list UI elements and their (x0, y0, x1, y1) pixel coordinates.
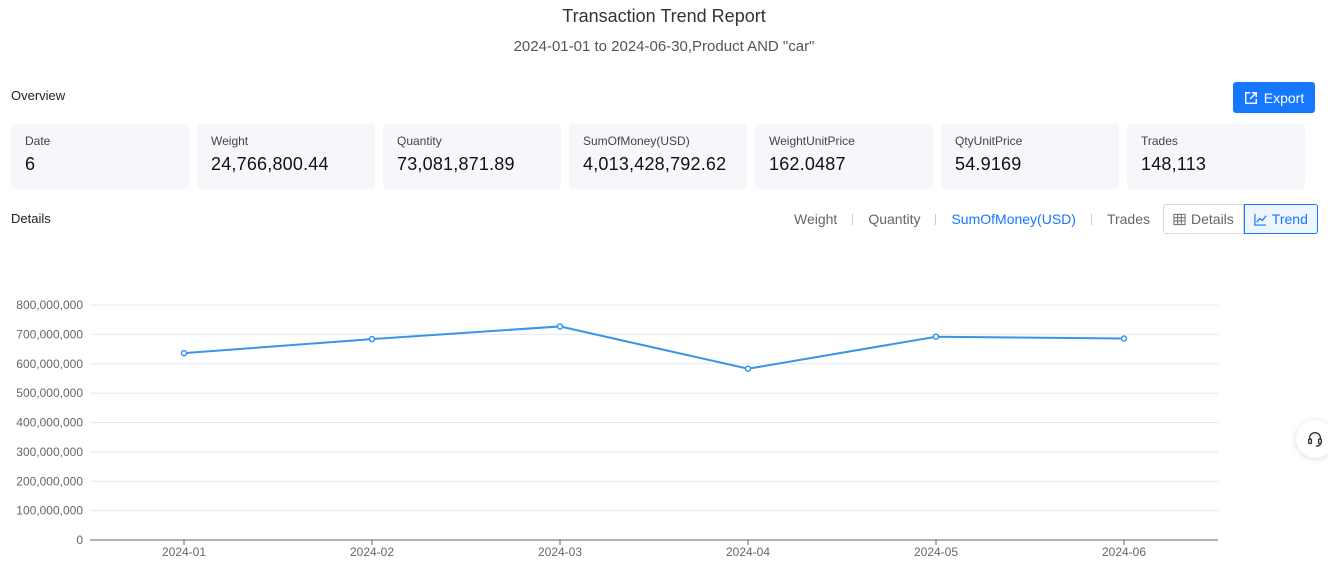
x-tick-label: 2024-06 (1102, 545, 1146, 559)
tab-divider (852, 213, 854, 225)
export-label: Export (1263, 89, 1305, 106)
card-value: 148,113 (1141, 154, 1207, 174)
customer-support-button[interactable] (1296, 420, 1328, 458)
data-point[interactable] (556, 323, 564, 330)
line-chart-icon (1254, 213, 1267, 226)
tab-quantity[interactable]: Quantity (868, 211, 921, 227)
y-tick-label: 800,000,000 (16, 298, 83, 312)
card-weight: Weight 24,766,800.44 (197, 124, 375, 189)
y-tick-label: 200,000,000 (16, 474, 83, 488)
y-tick-label: 500,000,000 (16, 386, 83, 400)
card-quantity: Quantity 73,081,871.89 (383, 124, 561, 189)
y-tick-label: 300,000,000 (16, 445, 83, 459)
table-icon (1173, 213, 1186, 225)
x-tick-label: 2024-03 (538, 545, 582, 559)
external-link-icon (1244, 91, 1257, 104)
card-value: 4,013,428,792.62 (583, 154, 727, 174)
tab-divider (1090, 213, 1092, 225)
trend-view-label: Trend (1271, 211, 1308, 227)
data-point[interactable] (744, 365, 752, 372)
trend-view-button[interactable]: Trend (1243, 204, 1318, 234)
card-value: 6 (25, 154, 36, 174)
metric-tabs: Weight Quantity SumOfMoney(USD) Trades (794, 211, 1150, 227)
card-trades: Trades 148,113 (1127, 124, 1305, 189)
card-value: 54.9169 (955, 154, 1022, 174)
data-point[interactable] (368, 335, 376, 343)
x-tick-label: 2024-04 (726, 545, 770, 559)
tab-divider (935, 213, 937, 225)
overview-label: Overview (11, 88, 66, 103)
x-tick-label: 2024-01 (162, 545, 206, 559)
card-weight-unit-price: WeightUnitPrice 162.0487 (755, 124, 933, 189)
card-sum-of-money: SumOfMoney(USD) 4,013,428,792.62 (569, 124, 747, 189)
card-value: 73,081,871.89 (397, 154, 515, 174)
card-label: Date (25, 134, 51, 148)
y-tick-label: 600,000,000 (16, 357, 83, 371)
card-label: Trades (1141, 134, 1178, 148)
tab-sum-of-money[interactable]: SumOfMoney(USD) (951, 211, 1076, 227)
card-value: 162.0487 (769, 154, 846, 174)
overview-cards: Date 6 Weight 24,766,800.44 Quantity 73,… (11, 124, 1305, 189)
card-label: Quantity (397, 134, 442, 148)
data-point[interactable] (180, 349, 188, 357)
card-label: SumOfMoney(USD) (583, 134, 690, 148)
y-tick-label: 700,000,000 (16, 327, 83, 341)
data-point[interactable] (1120, 335, 1128, 342)
x-tick-label: 2024-02 (350, 545, 394, 559)
tab-trades[interactable]: Trades (1106, 211, 1150, 227)
details-view-label: Details (1191, 211, 1234, 227)
card-value: 24,766,800.44 (211, 154, 329, 174)
report-title: Transaction Trend Report (562, 6, 766, 26)
x-tick-label: 2024-05 (914, 545, 958, 559)
details-view-button[interactable]: Details (1163, 204, 1244, 234)
y-tick-label: 400,000,000 (16, 416, 83, 430)
card-label: QtyUnitPrice (955, 134, 1023, 148)
y-tick-label: 0 (76, 533, 83, 547)
series-line (183, 325, 1125, 370)
details-label: Details (11, 211, 51, 226)
card-label: Weight (211, 134, 249, 148)
y-tick-label: 100,000,000 (16, 504, 83, 518)
data-point[interactable] (932, 333, 940, 340)
card-label: WeightUnitPrice (769, 134, 855, 148)
export-button[interactable]: Export (1233, 82, 1315, 113)
report-subtitle: 2024-01-01 to 2024-06-30,Product AND "ca… (513, 38, 815, 55)
headset-icon (1308, 432, 1322, 447)
card-date: Date 6 (11, 124, 189, 189)
view-toggle: Details Trend (1163, 204, 1318, 234)
tab-weight[interactable]: Weight (794, 211, 838, 227)
card-qty-unit-price: QtyUnitPrice 54.9169 (941, 124, 1119, 189)
